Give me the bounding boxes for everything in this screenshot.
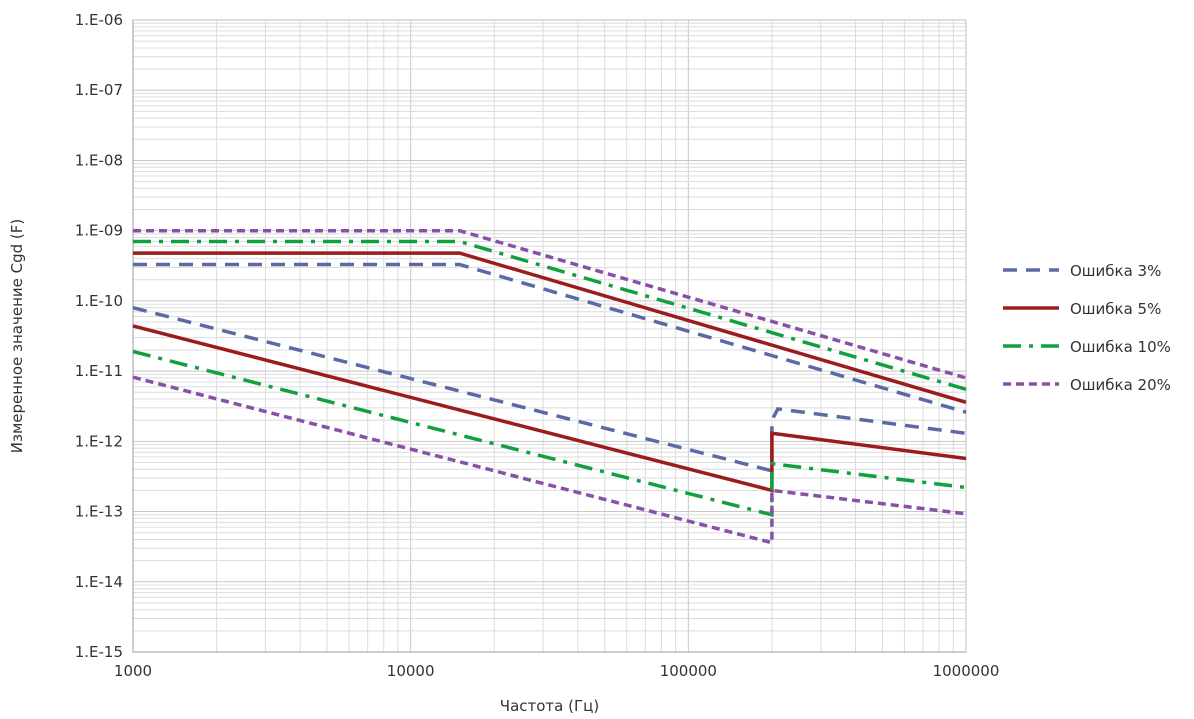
y-axis: 1.E-15 1.E-14 1.E-13 1.E-12 1.E-11 1.E-10 1.E-… — [75, 11, 123, 661]
y-tick-label: 1.E-06 — [75, 11, 123, 29]
x-tick-label: 100000 — [660, 662, 717, 680]
series-line-4-lower — [132, 375, 967, 545]
y-tick-label: 1.E-14 — [75, 573, 123, 591]
legend-label: Ошибка 5% — [1070, 300, 1161, 318]
x-axis-label: Частота (Гц) — [500, 697, 599, 715]
y-tick-label: 1.E-13 — [75, 503, 123, 521]
x-tick-label: 1000 — [114, 662, 152, 680]
series-line-2-lower — [132, 324, 967, 493]
series-lines — [132, 228, 967, 545]
x-tick-label: 1000000 — [933, 662, 1000, 680]
y-tick-label: 1.E-07 — [75, 81, 123, 99]
series-line-2-upper — [133, 251, 967, 404]
legend-label: Ошибка 10% — [1070, 338, 1171, 356]
y-tick-label: 1.E-09 — [75, 222, 123, 240]
legend-label: Ошибка 20% — [1070, 376, 1171, 394]
y-tick-label: 1.E-15 — [75, 643, 123, 661]
legend: Ошибка 3% Ошибка 5% Ошибка 10% Ошибка 20% — [1003, 262, 1171, 394]
legend-label: Ошибка 3% — [1070, 262, 1161, 280]
y-tick-label: 1.E-08 — [75, 151, 123, 169]
plot-area — [132, 19, 967, 653]
series-line-1-upper — [133, 262, 967, 414]
x-axis: 1000 10000 100000 1000000 — [114, 662, 1000, 680]
x-tick-label: 10000 — [387, 662, 435, 680]
series-line-4-upper — [133, 228, 967, 380]
y-tick-label: 1.E-11 — [75, 362, 123, 380]
y-tick-label: 1.E-10 — [75, 292, 123, 310]
y-axis-label: Измеренное значение Cgd (F) — [8, 219, 26, 454]
grid — [132, 19, 967, 653]
series-line-1-lower — [132, 306, 967, 474]
y-tick-label: 1.E-12 — [75, 432, 123, 450]
series-line-3-lower — [132, 349, 967, 518]
